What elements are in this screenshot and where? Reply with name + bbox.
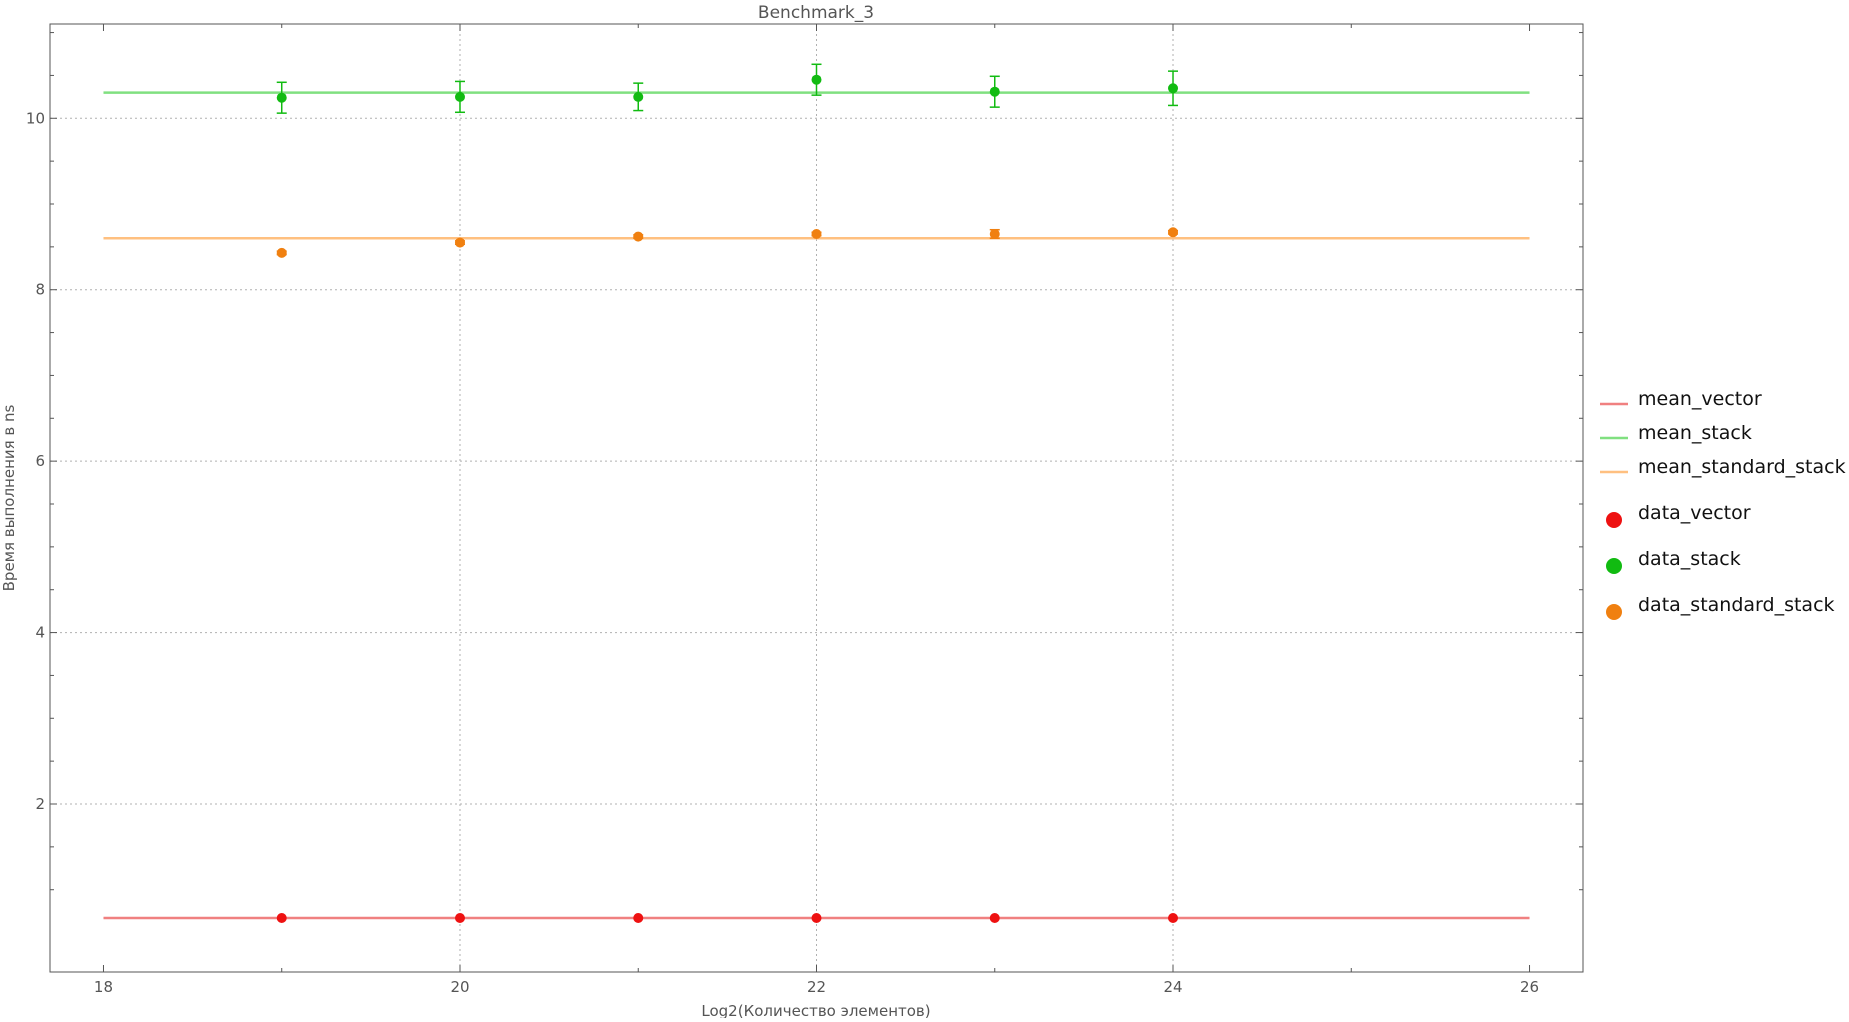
data-stack-point: [811, 74, 822, 85]
y-tick-label: 6: [35, 452, 45, 470]
legend-label-mean-standard-stack: mean_standard_stack: [1638, 456, 1846, 478]
y-tick-label: 10: [26, 109, 45, 127]
data-vector-point: [276, 913, 287, 923]
data-vector-point: [989, 913, 1000, 923]
legend-marker-data-vector: [1606, 512, 1622, 528]
y-tick-label: 4: [35, 624, 45, 642]
legend-label-data-stack: data_stack: [1638, 548, 1741, 570]
data-stack-point: [989, 86, 1000, 97]
data-standard-stack-point: [276, 247, 287, 258]
data-standard-stack-point: [633, 231, 644, 242]
data-vector-point: [633, 913, 644, 923]
data-stack-point: [276, 92, 287, 103]
data-vector-point: [811, 913, 822, 923]
x-tick-label: 26: [1520, 978, 1539, 996]
data-standard-stack-point: [811, 229, 822, 239]
y-tick-label: 8: [35, 281, 45, 299]
chart-title: Benchmark_3: [758, 3, 874, 23]
data-stack-point: [1168, 83, 1179, 94]
y-axis-title: Время выполнения в ns: [0, 404, 18, 591]
data-standard-stack-point: [989, 229, 1000, 239]
data-standard-stack-point: [1168, 227, 1179, 238]
x-tick-label: 18: [94, 978, 113, 996]
y-tick-label: 2: [35, 795, 45, 813]
data-points-layer: [276, 63, 1179, 923]
legend-marker-data-standard-stack: [1606, 604, 1622, 620]
x-tick-label: 24: [1163, 978, 1182, 996]
data-stack-point: [454, 91, 465, 102]
legend-label-mean-vector: mean_vector: [1638, 388, 1762, 410]
x-tick-label: 20: [450, 978, 469, 996]
legend-marker-data-stack: [1606, 558, 1622, 574]
legend-label-mean-stack: mean_stack: [1638, 422, 1752, 444]
legend-label-data-standard-stack: data_standard_stack: [1638, 594, 1835, 616]
data-vector-point: [1168, 913, 1179, 923]
data-standard-stack-point: [454, 237, 465, 248]
legend: mean_vector mean_stack mean_standard_stack…: [1600, 388, 1846, 620]
x-tick-label: 22: [807, 978, 826, 996]
data-stack-point: [633, 91, 644, 102]
x-axis-title: Log2(Количество элементов): [701, 1002, 930, 1018]
legend-label-data-vector: data_vector: [1638, 502, 1751, 524]
data-vector-point: [454, 913, 465, 923]
grid-layer: [50, 24, 1583, 972]
